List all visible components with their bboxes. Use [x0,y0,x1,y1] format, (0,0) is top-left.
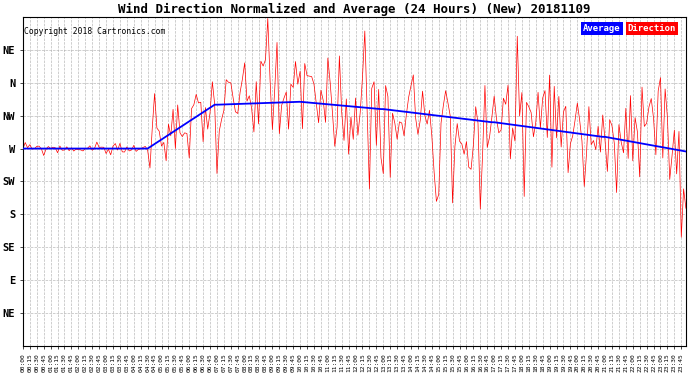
Text: Direction: Direction [628,24,676,33]
Text: Copyright 2018 Cartronics.com: Copyright 2018 Cartronics.com [24,27,166,36]
Text: Average: Average [583,24,621,33]
Title: Wind Direction Normalized and Average (24 Hours) (New) 20181109: Wind Direction Normalized and Average (2… [118,3,591,16]
